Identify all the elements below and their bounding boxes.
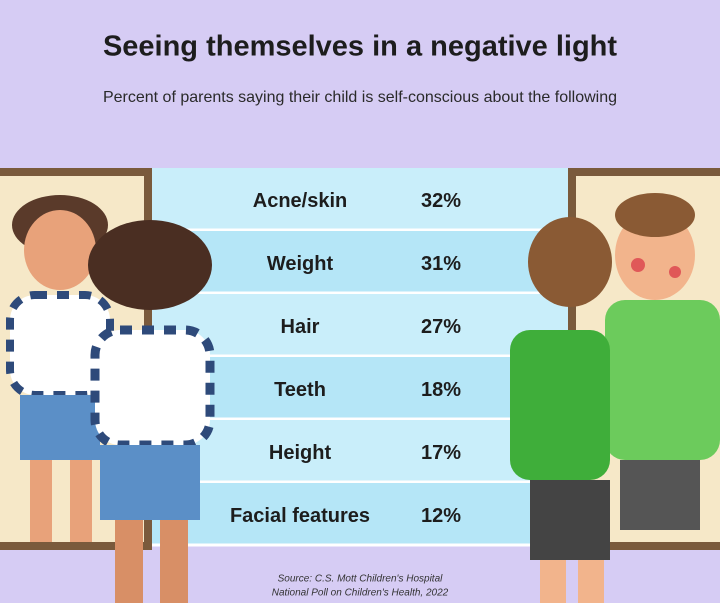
row-label: Weight: [267, 253, 334, 275]
hair: [88, 220, 212, 310]
row-value: 17%: [421, 442, 461, 464]
shirt: [510, 330, 610, 480]
row-label: Hair: [281, 316, 320, 338]
leg: [115, 520, 143, 603]
leg: [70, 460, 92, 542]
row-label: Teeth: [274, 379, 326, 401]
row-label: Facial features: [230, 505, 370, 527]
table-row: [150, 420, 570, 483]
row-value: 12%: [421, 505, 461, 527]
acne: [631, 258, 645, 272]
source: National Poll on Children's Health, 2022: [272, 588, 449, 599]
row-label: Height: [269, 442, 332, 464]
table-row: [150, 483, 570, 546]
leg: [540, 560, 566, 603]
left-illustration: [0, 168, 215, 603]
table-row: [150, 357, 570, 420]
shorts: [530, 480, 610, 560]
table: Acne/skin 32% Weight 31% Hair 27% Teeth 18% Heig…: [150, 168, 570, 547]
face: [24, 210, 96, 290]
source: Source: C.S. Mott Children's Hospital: [278, 574, 444, 585]
table-row: [150, 294, 570, 357]
table-row: [150, 231, 570, 294]
shirt: [605, 300, 720, 460]
right-illustration: [510, 168, 720, 603]
row-value: 32%: [421, 190, 461, 212]
table-row: [150, 168, 570, 231]
leg: [160, 520, 188, 603]
shorts: [100, 445, 200, 520]
leg: [578, 560, 604, 603]
row-label: Acne/skin: [253, 190, 347, 212]
shorts: [20, 395, 100, 460]
row-value: 18%: [421, 379, 461, 401]
row-value: 31%: [421, 253, 461, 275]
leg: [30, 460, 52, 542]
acne: [669, 266, 681, 278]
title: Seeing themselves in a negative light: [103, 31, 617, 63]
hair: [528, 217, 612, 307]
shirt: [90, 325, 215, 450]
shorts: [620, 460, 700, 530]
row-value: 27%: [421, 316, 461, 338]
hair: [615, 193, 695, 237]
subtitle: Percent of parents saying their child is…: [103, 89, 617, 106]
